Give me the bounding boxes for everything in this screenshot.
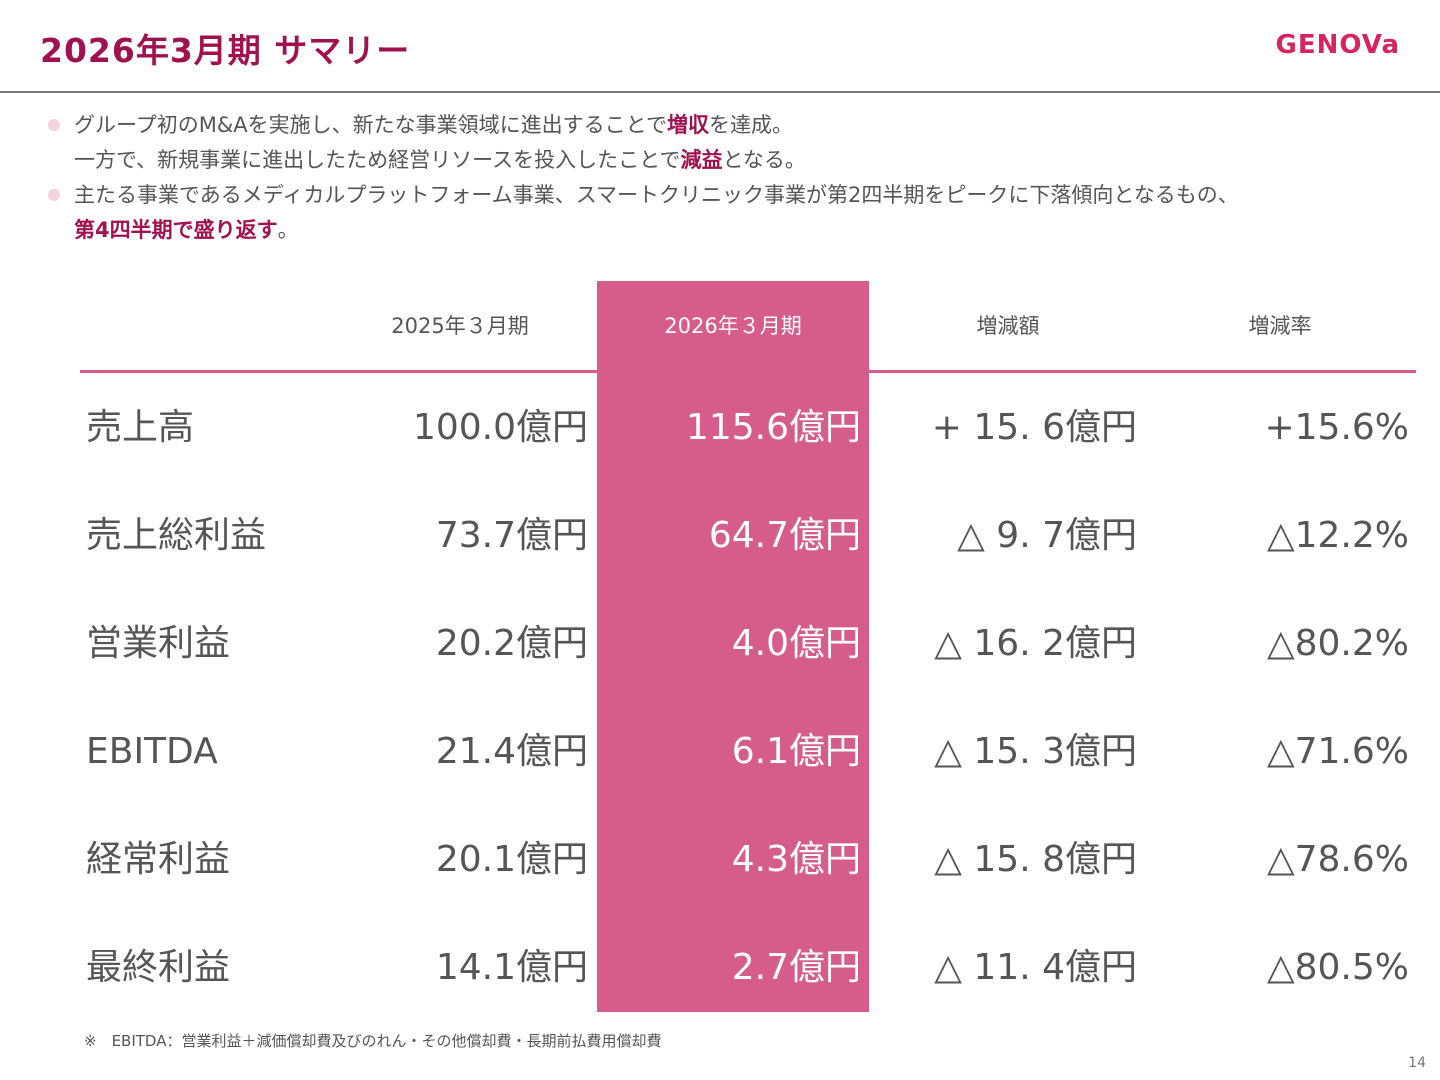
cell-prev: 21.4億円	[435, 731, 588, 772]
cell-prev: 73.7億円	[435, 515, 588, 556]
current-period-highlight	[597, 281, 869, 1012]
table-row: 売上高 100.0億円 115.6億円 + 15. 6億円 +15.6%	[0, 398, 1440, 458]
cell-curr: 2.7億円	[731, 947, 861, 988]
cell-diff: + 15. 6億円	[931, 407, 1137, 448]
table-row: 経常利益 20.1億円 4.3億円 △ 15. 8億円 △78.6%	[0, 830, 1440, 890]
bullet-emphasis: 増収	[666, 113, 709, 137]
row-label: 営業利益	[86, 623, 231, 664]
row-label: 売上高	[86, 407, 195, 448]
cell-prev: 20.2億円	[435, 623, 588, 664]
column-header-rate: 増減率	[1248, 314, 1312, 338]
bullet-text: 主たる事業であるメディカルプラットフォーム事業、スマートクリニック事業が第2四半…	[74, 183, 1239, 207]
cell-prev: 20.1億円	[435, 839, 588, 880]
bullet-text: グループ初のM&Aを実施し、新たな事業領域に進出することで	[74, 113, 667, 137]
cell-rate: △71.6%	[1266, 731, 1409, 772]
page-title: 2026年3月期 サマリー	[40, 31, 411, 70]
table-header-divider	[80, 370, 1416, 373]
page-number: 14	[1408, 1055, 1426, 1071]
bullet-item: 主たる事業であるメディカルプラットフォーム事業、スマートクリニック事業が第2四半…	[44, 178, 1424, 248]
cell-diff: △ 16. 2億円	[934, 623, 1137, 664]
bullet-line: 主たる事業であるメディカルプラットフォーム事業、スマートクリニック事業が第2四半…	[74, 178, 1424, 213]
cell-rate: +15.6%	[1264, 407, 1409, 448]
bullet-text: 。	[277, 218, 299, 242]
cell-diff: △ 15. 3億円	[934, 731, 1137, 772]
row-label: 売上総利益	[86, 515, 267, 556]
bullet-text: となる。	[722, 148, 806, 172]
bullet-text: 一方で、新規事業に進出したため経営リソースを投入したことで	[74, 148, 681, 172]
row-label: 最終利益	[86, 947, 231, 988]
table-row: 売上総利益 73.7億円 64.7億円 △ 9. 7億円 △12.2%	[0, 506, 1440, 566]
bullet-dot-icon	[48, 189, 60, 201]
cell-rate: △80.2%	[1266, 623, 1409, 664]
header-divider	[0, 91, 1440, 93]
bullet-emphasis: 減益	[680, 148, 723, 172]
cell-curr: 4.3億円	[731, 839, 861, 880]
cell-prev: 14.1億円	[435, 947, 588, 988]
row-label: 経常利益	[86, 839, 231, 880]
cell-diff: △ 9. 7億円	[957, 515, 1137, 556]
bullet-line: グループ初のM&Aを実施し、新たな事業領域に進出することで増収を達成。	[74, 108, 1424, 143]
column-header-diff: 増減額	[976, 314, 1040, 338]
table-row: 最終利益 14.1億円 2.7億円 △ 11. 4億円 △80.5%	[0, 938, 1440, 998]
cell-diff: △ 11. 4億円	[934, 947, 1137, 988]
cell-prev: 100.0億円	[412, 407, 588, 448]
cell-curr: 115.6億円	[685, 407, 861, 448]
summary-bullets: グループ初のM&Aを実施し、新たな事業領域に進出することで増収を達成。 一方で、…	[44, 108, 1424, 248]
bullet-text: を達成。	[708, 113, 793, 137]
cell-rate: △78.6%	[1266, 839, 1409, 880]
table-row: EBITDA 21.4億円 6.1億円 △ 15. 3億円 △71.6%	[0, 722, 1440, 782]
column-header-prev: 2025年３月期	[391, 314, 529, 338]
cell-curr: 64.7億円	[708, 515, 861, 556]
bullet-emphasis: 第4四半期で盛り返す	[74, 218, 278, 242]
cell-rate: △80.5%	[1266, 947, 1409, 988]
footnote: ※ EBITDA：営業利益＋減価償却費及びのれん・その他償却費・長期前払費用償却…	[84, 1032, 662, 1050]
table-row: 営業利益 20.2億円 4.0億円 △ 16. 2億円 △80.2%	[0, 614, 1440, 674]
cell-curr: 6.1億円	[731, 731, 861, 772]
bullet-dot-icon	[48, 119, 60, 131]
cell-curr: 4.0億円	[731, 623, 861, 664]
bullet-item: グループ初のM&Aを実施し、新たな事業領域に進出することで増収を達成。 一方で、…	[44, 108, 1424, 178]
row-label: EBITDA	[86, 731, 218, 772]
bullet-line: 一方で、新規事業に進出したため経営リソースを投入したことで減益となる。	[74, 143, 1424, 178]
company-logo: GENOVa	[1275, 30, 1400, 60]
bullet-line: 第4四半期で盛り返す。	[74, 213, 1424, 248]
cell-diff: △ 15. 8億円	[934, 839, 1137, 880]
cell-rate: △12.2%	[1266, 515, 1409, 556]
column-header-curr: 2026年３月期	[664, 314, 802, 338]
